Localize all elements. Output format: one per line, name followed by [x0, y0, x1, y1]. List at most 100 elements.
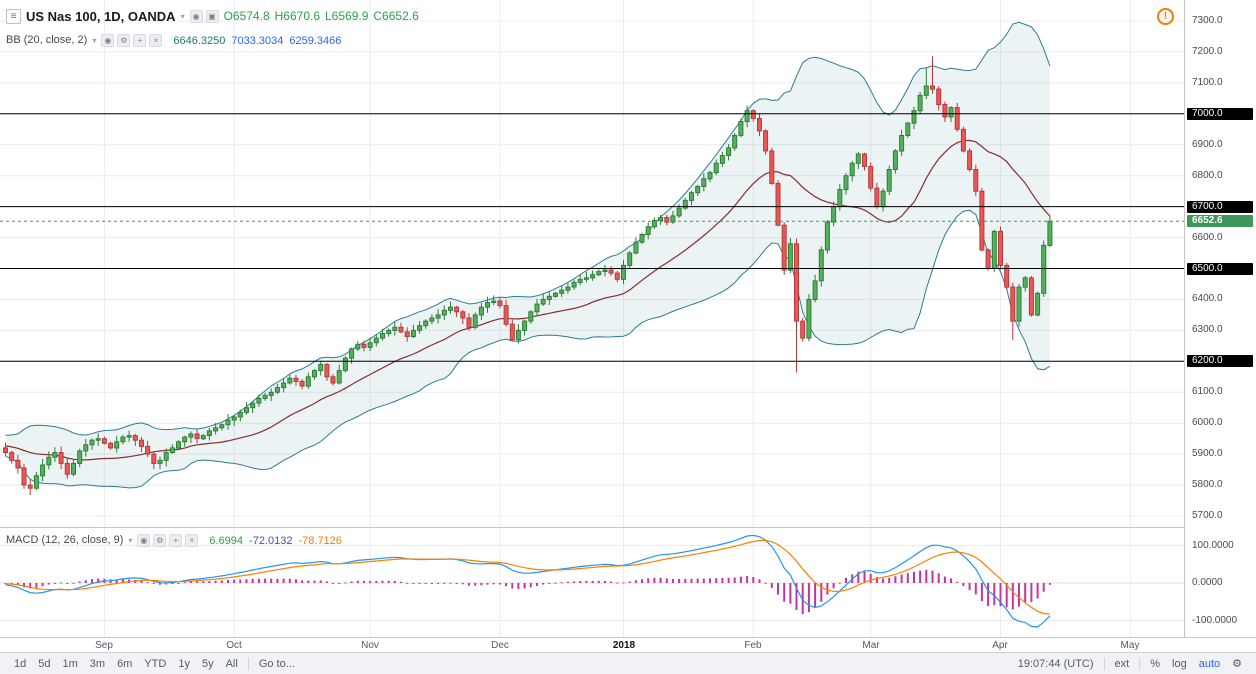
range-button-5d[interactable]: 5d — [38, 657, 51, 670]
series-style-icon[interactable]: ▣ — [205, 9, 219, 23]
price-axis-label: 6100.0 — [1192, 386, 1223, 397]
macd-signal-line — [5, 539, 1050, 615]
bb-upper-band — [5, 21, 1051, 436]
bb-indicator-label[interactable]: BB (20, close, 2) — [6, 34, 88, 46]
visibility-toggle-icon[interactable]: ◉ — [189, 9, 203, 23]
macd-value-2: -78.7126 — [298, 535, 342, 547]
bb-value-0: 6646.3250 — [173, 35, 226, 47]
time-axis-label-sep: Sep — [95, 640, 113, 651]
ohlc-l-value: L6569.9 — [325, 9, 369, 23]
price-axis-label: 5800.0 — [1192, 479, 1223, 490]
price-axis-label: 7100.0 — [1192, 77, 1223, 88]
log-scale-button[interactable]: log — [1172, 657, 1187, 670]
pane-menu-icon[interactable]: ≡ — [6, 8, 21, 24]
toolbar-separator — [1103, 657, 1105, 670]
ohlc-h-value: H6670.6 — [274, 9, 320, 23]
range-button-all[interactable]: All — [225, 657, 238, 670]
toolbar-separator — [1139, 657, 1141, 670]
range-button-6m[interactable]: 6m — [117, 657, 133, 670]
macd-value-1: -72.0132 — [249, 535, 293, 547]
bb-dropdown-caret[interactable]: ▾ — [92, 35, 97, 45]
auto-scale-button[interactable]: auto — [1198, 657, 1221, 670]
symbol-dropdown-caret[interactable]: ▾ — [180, 11, 185, 21]
settings-gear-icon[interactable]: ⚙ — [1232, 658, 1242, 670]
price-axis-label: 6800.0 — [1192, 170, 1223, 181]
price-line-label: 6200.0 — [1187, 355, 1253, 367]
ohlc-o-value: O6574.8 — [223, 9, 270, 23]
symbol-quick-icons: ◉ ▣ — [189, 9, 219, 23]
macd-values: 6.6994 -72.0132 -78.7126 — [203, 531, 342, 549]
bb-remove-icon[interactable]: × — [149, 33, 163, 47]
bb-value-1: 7033.3034 — [231, 35, 284, 47]
symbol-title[interactable]: US Nas 100, 1D, OANDA — [26, 8, 176, 24]
last-price-label: 6652.6 — [1187, 215, 1253, 227]
bb-basis-line — [5, 139, 1051, 461]
macd-legend: MACD (12, 26, close, 9) ▾ ◉ ⚙ + × 6.6994 -72… — [6, 531, 342, 549]
price-axis-label: 7200.0 — [1192, 46, 1223, 57]
price-line-label: 7000.0 — [1187, 108, 1253, 120]
macd-settings-icon[interactable]: ⚙ — [153, 533, 167, 547]
bb-value-2: 6259.3466 — [289, 35, 342, 47]
bb-fill — [5, 22, 1050, 488]
price-axis[interactable]: 7300.0 7200.0 7100.0 7000.0 6900.0 6800.0 6700… — [1184, 0, 1256, 637]
ohlc-c-value: C6652.6 — [373, 9, 419, 23]
macd-remove-icon[interactable]: × — [185, 533, 199, 547]
time-axis-label-2018: 2018 — [612, 640, 636, 651]
time-axis-label-feb: Feb — [744, 640, 762, 651]
price-line-label: 6500.0 — [1187, 263, 1253, 275]
bb-legend: BB (20, close, 2) ▾ ◉ ⚙ + × 6646.3250 7033.3… — [6, 31, 341, 49]
price-axis-label: 6900.0 — [1192, 139, 1223, 150]
price-axis-label: 6400.0 — [1192, 293, 1223, 304]
horizontal-price-lines[interactable] — [0, 113, 1184, 362]
percent-scale-button[interactable]: % — [1150, 657, 1161, 670]
price-axis-label: 6300.0 — [1192, 324, 1223, 335]
time-axis-label-nov: Nov — [361, 640, 379, 651]
bb-settings-icon[interactable]: ⚙ — [117, 33, 131, 47]
range-button-1m[interactable]: 1m — [62, 657, 78, 670]
bb-add-icon[interactable]: + — [133, 33, 147, 47]
range-button-1d[interactable]: 1d — [14, 657, 27, 670]
macd-value-0: 6.6994 — [209, 535, 244, 547]
warning-icon[interactable]: ! — [1157, 8, 1174, 25]
macd-visibility-icon[interactable]: ◉ — [137, 533, 151, 547]
price-line-label: 6700.0 — [1187, 201, 1253, 213]
pane-separator[interactable] — [0, 527, 1256, 528]
main-price-chart[interactable] — [0, 0, 1184, 527]
price-axis-label: 6000.0 — [1192, 417, 1223, 428]
bb-values: 6646.3250 7033.3034 6259.3466 — [167, 31, 341, 49]
time-axis-label-may: May — [1120, 640, 1140, 651]
bb-lower-band — [5, 209, 1051, 489]
candles — [3, 56, 1053, 495]
macd-axis-label: 0.0000 — [1192, 577, 1223, 588]
macd-dropdown-caret[interactable]: ▾ — [128, 535, 133, 545]
price-axis-label: 7300.0 — [1192, 15, 1223, 26]
time-axis[interactable]: Sep Oct Nov Dec 2018 Feb Mar Apr May — [0, 637, 1256, 652]
bottom-toolbar: 1d 5d 1m 3m 6m YTD 1y 5y All Go to... 19:07:44 (UT… — [0, 652, 1256, 674]
price-axis-label: 6600.0 — [1192, 232, 1223, 243]
macd-histogram — [4, 569, 1051, 615]
range-button-ytd[interactable]: YTD — [144, 657, 167, 670]
macd-axis-label: 100.0000 — [1192, 540, 1234, 551]
toolbar-separator — [247, 657, 249, 670]
range-button-1y[interactable]: 1y — [178, 657, 190, 670]
clock-utc[interactable]: 19:07:44 (UTC) — [1017, 657, 1094, 670]
macd-axis-label: -100.0000 — [1192, 615, 1238, 626]
macd-indicator-label[interactable]: MACD (12, 26, close, 9) — [6, 534, 124, 546]
time-axis-label-oct: Oct — [226, 640, 242, 651]
symbol-legend: ≡ US Nas 100, 1D, OANDA ▾ ◉ ▣ O6574.8 H667… — [6, 7, 424, 25]
price-axis-label: 5900.0 — [1192, 448, 1223, 459]
price-axis-label: 5700.0 — [1192, 510, 1223, 521]
macd-add-icon[interactable]: + — [169, 533, 183, 547]
bb-action-icons: ◉ ⚙ + × — [101, 33, 163, 47]
range-button-5y[interactable]: 5y — [201, 657, 214, 670]
macd-action-icons: ◉ ⚙ + × — [137, 533, 199, 547]
time-axis-label-mar: Mar — [862, 640, 880, 651]
time-axis-label-apr: Apr — [992, 640, 1008, 651]
ohlc-readout: O6574.8 H6670.6 L6569.9 C6652.6 — [224, 7, 424, 25]
range-button-3m[interactable]: 3m — [89, 657, 106, 670]
goto-button[interactable]: Go to... — [258, 657, 295, 670]
extended-hours-button[interactable]: ext — [1114, 657, 1130, 670]
time-axis-label-dec: Dec — [491, 640, 509, 651]
bb-visibility-icon[interactable]: ◉ — [101, 33, 115, 47]
